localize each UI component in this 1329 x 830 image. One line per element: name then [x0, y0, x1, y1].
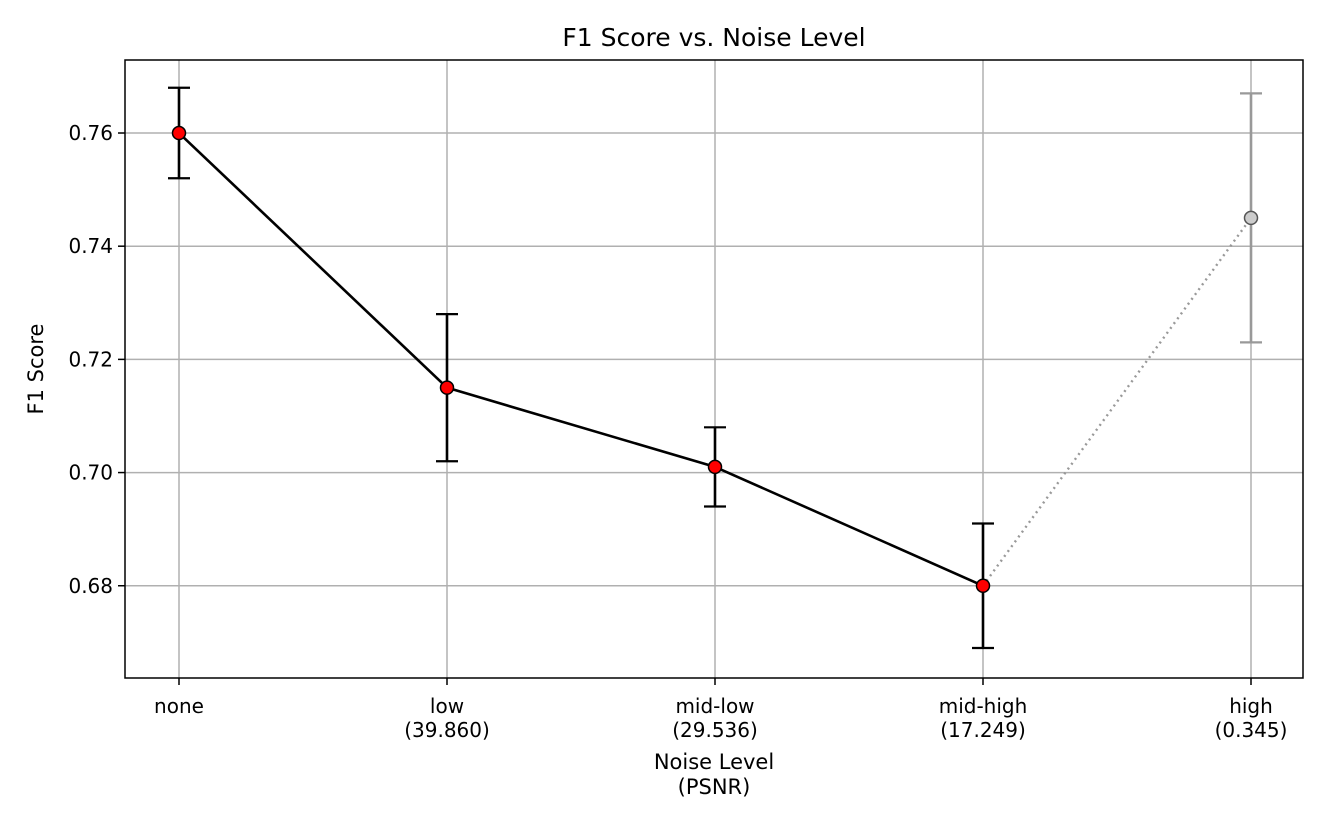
x-tick-label-4-1: (0.345) [1215, 718, 1288, 742]
line-segment-1 [446, 386, 716, 469]
line-segment-0 [178, 132, 448, 389]
data-point-3 [975, 578, 991, 594]
x-tick-label-4-0: high [1229, 694, 1273, 718]
x-tick-label-2-1: (29.536) [672, 718, 758, 742]
x-axis-label-line2: (PSNR) [678, 775, 751, 799]
x-tick-label-1-0: low [430, 694, 464, 718]
data-point-2 [707, 459, 723, 475]
y-tick-label-1: 0.70 [68, 461, 113, 485]
x-tick-label-2-0: mid-low [675, 694, 754, 718]
series-layer [168, 86, 1262, 650]
line-segment-3 [982, 217, 1252, 587]
x-tick-label-1-1: (39.860) [404, 718, 490, 742]
x-tick-label-0-0: none [154, 694, 204, 718]
chart-title: F1 Score vs. Noise Level [562, 23, 865, 52]
y-tick-label-3: 0.74 [68, 234, 113, 258]
grid-lines [125, 60, 1303, 678]
y-axis-label: F1 Score [24, 324, 48, 415]
y-tick-label-0: 0.68 [68, 574, 113, 598]
x-tick-label-3-1: (17.249) [940, 718, 1026, 742]
x-tick-label-3-0: mid-high [939, 694, 1028, 718]
x-axis-label-line1: Noise Level [654, 750, 774, 774]
data-point-1 [439, 380, 455, 395]
tick-layer: none low(39.860) mid-low(29.536) mid-high(1… [68, 121, 1287, 742]
line-segment-2 [714, 465, 984, 587]
data-point-0 [171, 125, 187, 141]
y-tick-label-4: 0.76 [68, 121, 113, 145]
plot-frame [124, 59, 1304, 679]
data-point-4 [1243, 210, 1259, 226]
y-tick-label-2: 0.72 [68, 347, 113, 371]
